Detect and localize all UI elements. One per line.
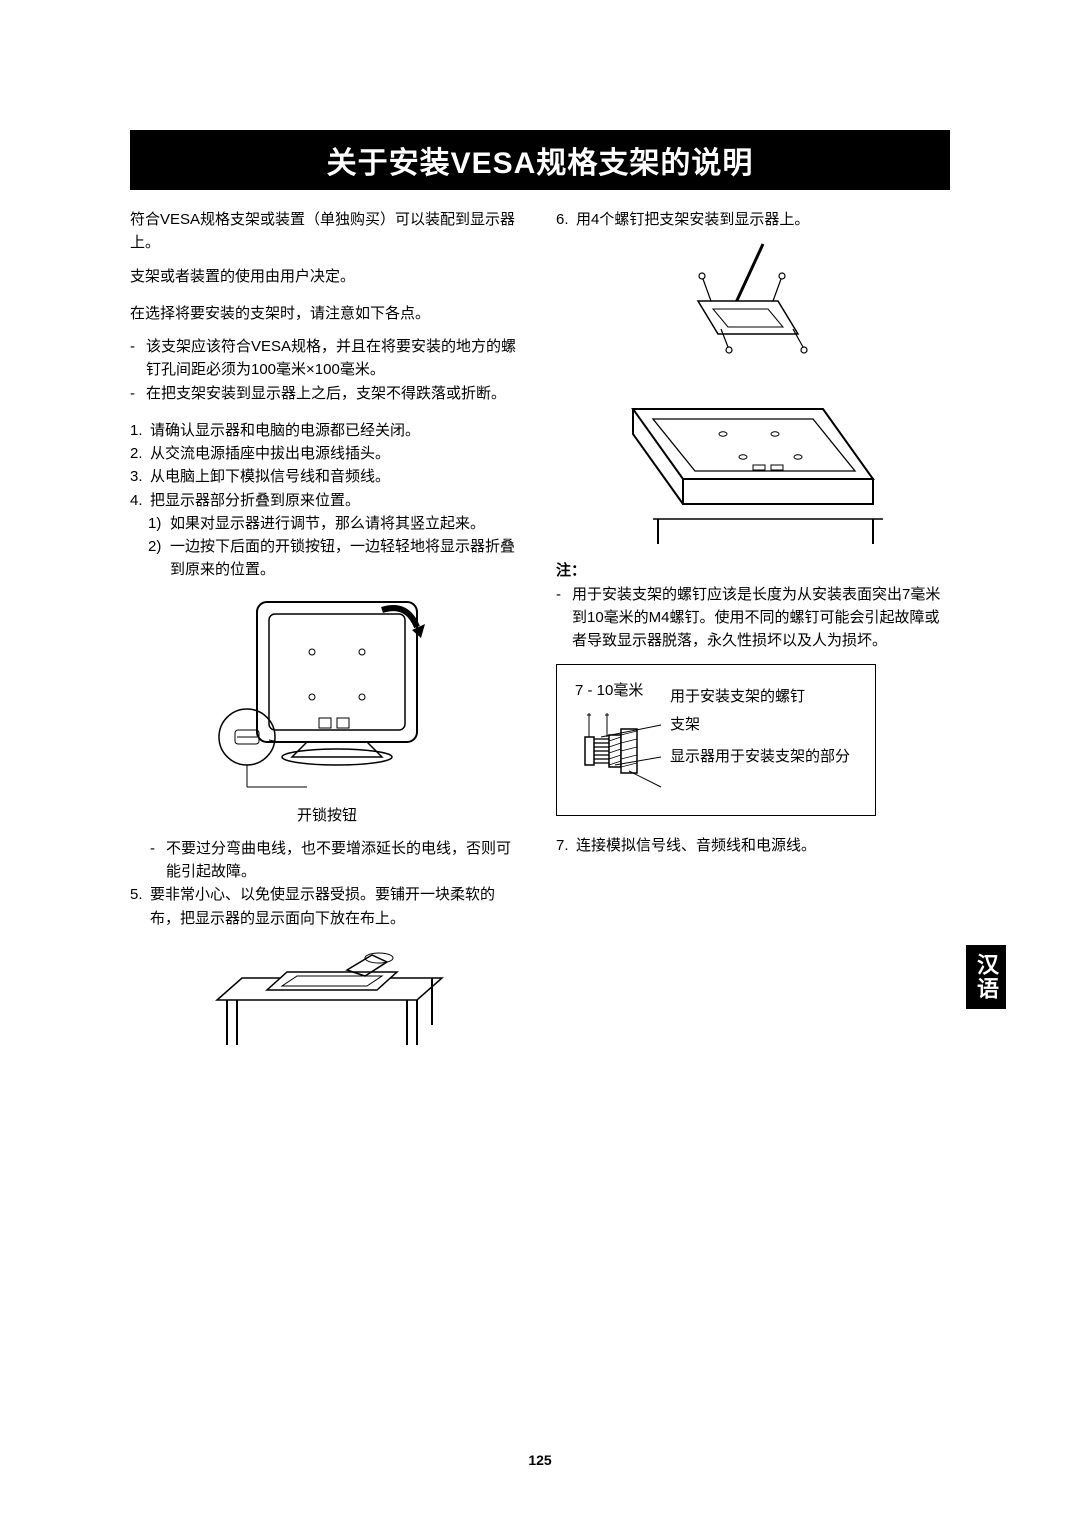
step-7: 7. 连接模拟信号线、音频线和电源线。	[556, 834, 950, 857]
substep-text: 一边按下后面的开锁按钮，一边轻轻地将显示器折叠到原来的位置。	[170, 535, 524, 582]
figure-monitor-back: 开锁按钮	[130, 592, 524, 827]
right-column: 6. 用4个螺钉把支架安装到显示器上。	[556, 208, 950, 1070]
step-2: 2. 从交流电源插座中拔出电源线插头。	[130, 442, 524, 465]
step-text: 请确认显示器和电脑的电源都已经关闭。	[150, 419, 524, 442]
step-text: 把显示器部分折叠到原来位置。	[150, 489, 524, 512]
step-number: 4.	[130, 489, 150, 512]
precaution-item: - 该支架应该符合VESA规格，并且在将要安装的地方的螺钉孔间距必须为100毫米…	[130, 335, 524, 382]
step-1: 1. 请确认显示器和电脑的电源都已经关闭。	[130, 419, 524, 442]
screw-label-3: 显示器用于安装支架的部分	[670, 745, 850, 768]
step-5: 5. 要非常小心、以免使显示器受损。要铺开一块柔软的布，把显示器的显示面向下放在…	[130, 883, 524, 930]
precaution-text: 在把支架安装到显示器上之后，支架不得跌落或折断。	[146, 382, 524, 405]
substep-number: 2)	[148, 535, 170, 582]
face-down-icon	[197, 940, 457, 1060]
step-text: 用4个螺钉把支架安装到显示器上。	[576, 208, 950, 231]
ordered-steps: 1. 请确认显示器和电脑的电源都已经关闭。 2. 从交流电源插座中拔出电源线插头…	[130, 419, 524, 582]
precaution-list: - 该支架应该符合VESA规格，并且在将要安装的地方的螺钉孔间距必须为100毫米…	[130, 335, 524, 405]
note-text: 用于安装支架的螺钉应该是长度为从安装表面突出7毫米到10毫米的M4螺钉。使用不同…	[572, 583, 950, 653]
bullet-text: 不要过分弯曲电线，也不要增添延长的电线，否则可能引起故障。	[166, 837, 524, 884]
intro-paragraph-1: 符合VESA规格支架或装置（单独购买）可以装配到显示器上。	[130, 208, 524, 255]
bullet-dash: -	[130, 382, 146, 405]
step-number: 2.	[130, 442, 150, 465]
step-number: 5.	[130, 883, 150, 930]
figure-1-caption: 开锁按钮	[130, 804, 524, 827]
left-column: 符合VESA规格支架或装置（单独购买）可以装配到显示器上。 支架或者装置的使用由…	[130, 208, 524, 1070]
step-5-bullet: - 不要过分弯曲电线，也不要增添延长的电线，否则可能引起故障。	[130, 837, 524, 884]
step-4-sub-2: 2) 一边按下后面的开锁按钮，一边轻轻地将显示器折叠到原来的位置。	[130, 535, 524, 582]
bullet-dash: -	[130, 335, 146, 382]
figure-mounting	[556, 239, 950, 549]
step-text: 要非常小心、以免使显示器受损。要铺开一块柔软的布，把显示器的显示面向下放在布上。	[150, 883, 524, 930]
precaution-heading: 在选择将要安装的支架时，请注意如下各点。	[130, 302, 524, 325]
precaution-item: - 在把支架安装到显示器上之后，支架不得跌落或折断。	[130, 382, 524, 405]
screw-cross-section-icon	[583, 707, 663, 797]
step-number: 1.	[130, 419, 150, 442]
step-4: 4. 把显示器部分折叠到原来位置。	[130, 489, 524, 512]
screw-diagram-box: 7 - 10毫米	[556, 664, 876, 815]
bullet-dash: -	[556, 583, 572, 653]
substep-text: 如果对显示器进行调节，那么请将其竖立起来。	[170, 512, 524, 535]
note-item: - 用于安装支架的螺钉应该是长度为从安装表面突出7毫米到10毫米的M4螺钉。使用…	[556, 583, 950, 653]
monitor-back-icon	[207, 592, 447, 802]
step-number: 3.	[130, 465, 150, 488]
step-3: 3. 从电脑上卸下模拟信号线和音频线。	[130, 465, 524, 488]
screw-range-label: 7 - 10毫米	[575, 679, 670, 702]
page-number: 125	[0, 1452, 1080, 1468]
screw-label-1: 用于安装支架的螺钉	[670, 685, 805, 708]
step-6: 6. 用4个螺钉把支架安装到显示器上。	[556, 208, 950, 231]
page-title: 关于安装VESA规格支架的说明	[130, 130, 950, 190]
precaution-text: 该支架应该符合VESA规格，并且在将要安装的地方的螺钉孔间距必须为100毫米×1…	[146, 335, 524, 382]
figure-face-down	[130, 940, 524, 1060]
step-number: 6.	[556, 208, 576, 231]
mounting-icon	[603, 239, 903, 549]
step-text: 从交流电源插座中拔出电源线插头。	[150, 442, 524, 465]
note-title: 注：	[556, 559, 950, 582]
screw-label-2: 支架	[670, 713, 700, 736]
substep-number: 1)	[148, 512, 170, 535]
step-4-sub-1: 1) 如果对显示器进行调节，那么请将其竖立起来。	[130, 512, 524, 535]
step-number: 7.	[556, 834, 576, 857]
content-columns: 符合VESA规格支架或装置（单独购买）可以装配到显示器上。 支架或者装置的使用由…	[130, 208, 950, 1070]
step-text: 连接模拟信号线、音频线和电源线。	[576, 834, 950, 857]
intro-paragraph-2: 支架或者装置的使用由用户决定。	[130, 265, 524, 288]
bullet-dash: -	[150, 837, 166, 884]
step-text: 从电脑上卸下模拟信号线和音频线。	[150, 465, 524, 488]
language-tab: 汉语	[966, 945, 1006, 1009]
